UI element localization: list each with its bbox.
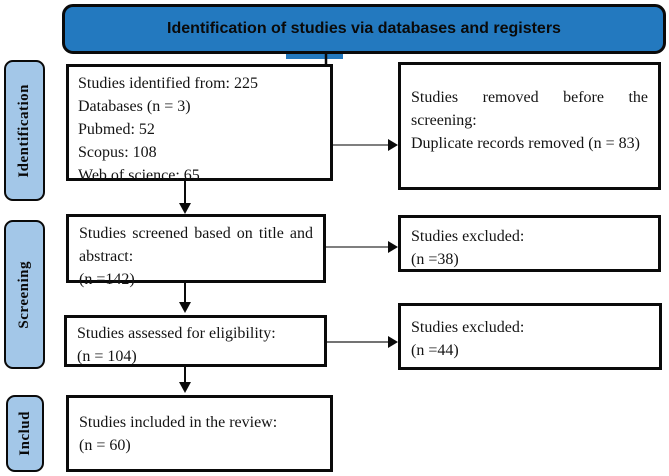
box-studies-removed-line: Studies removed before the screening:: [411, 89, 648, 129]
box-studies-included-count: (n = 60): [79, 437, 131, 454]
box-studies-screened-line: Studies screened based on title and abst…: [79, 225, 313, 265]
box-studies-excluded-title-abstract: Studies excluded: (n =38): [398, 215, 661, 272]
box-studies-included: Studies included in the review: (n = 60): [66, 395, 333, 472]
box-studies-identified: Studies identified from: 225 Databases (…: [66, 64, 333, 184]
banner-title: Identification of studies via databases …: [167, 20, 561, 37]
box-studies-screened-count: (n =142): [79, 271, 135, 288]
box-studies-included-line: Studies included in the review:: [79, 414, 278, 431]
box-studies-identified-line: Databases (n = 3): [78, 98, 191, 115]
box-studies-excluded-eligibility: Studies excluded: (n =44): [398, 303, 662, 370]
arrowhead-identified-to-removed: [388, 139, 398, 151]
stage-identification-label: Identification: [16, 83, 32, 178]
stage-screening: Screening: [4, 220, 45, 369]
arrowhead-screened-to-excluded: [388, 241, 398, 253]
stage-included: Includ: [6, 395, 44, 472]
box-studies-excluded-title-count: (n =38): [411, 251, 459, 268]
box-studies-identified-line: Scopus: 108: [78, 144, 157, 161]
box-studies-identified-line: Web of science: 65: [78, 167, 200, 184]
box-studies-screened: Studies screened based on title and abst…: [66, 214, 326, 288]
box-studies-removed: Studies removed before the screening: Du…: [398, 62, 661, 190]
box-studies-excluded-elig-line: Studies excluded:: [411, 319, 525, 336]
arrowhead-assessed-to-included: [179, 382, 191, 393]
box-studies-excluded-title-line: Studies excluded:: [411, 228, 525, 245]
arrowhead-assessed-to-excluded: [388, 336, 398, 348]
box-studies-assessed-line: Studies assessed for eligibility:: [77, 325, 276, 342]
box-studies-identified-line: Studies identified from: 225: [78, 75, 258, 92]
box-studies-excluded-elig-count: (n =44): [411, 342, 459, 359]
banner-identification-via-databases: Identification of studies via databases …: [62, 4, 666, 54]
box-studies-assessed: Studies assessed for eligibility: (n = 1…: [64, 315, 327, 367]
arrowhead-identified-to-screened: [179, 203, 191, 214]
stage-included-label: Includ: [16, 411, 33, 456]
stage-screening-label: Screening: [16, 260, 32, 329]
stage-identification: Identification: [4, 60, 45, 201]
box-studies-assessed-count: (n = 104): [77, 348, 137, 365]
banner-stub: [286, 50, 343, 59]
arrowhead-screened-to-assessed: [179, 302, 191, 313]
box-studies-removed-line: Duplicate records removed (n = 83): [411, 135, 640, 152]
box-studies-identified-line: Pubmed: 52: [78, 121, 155, 138]
